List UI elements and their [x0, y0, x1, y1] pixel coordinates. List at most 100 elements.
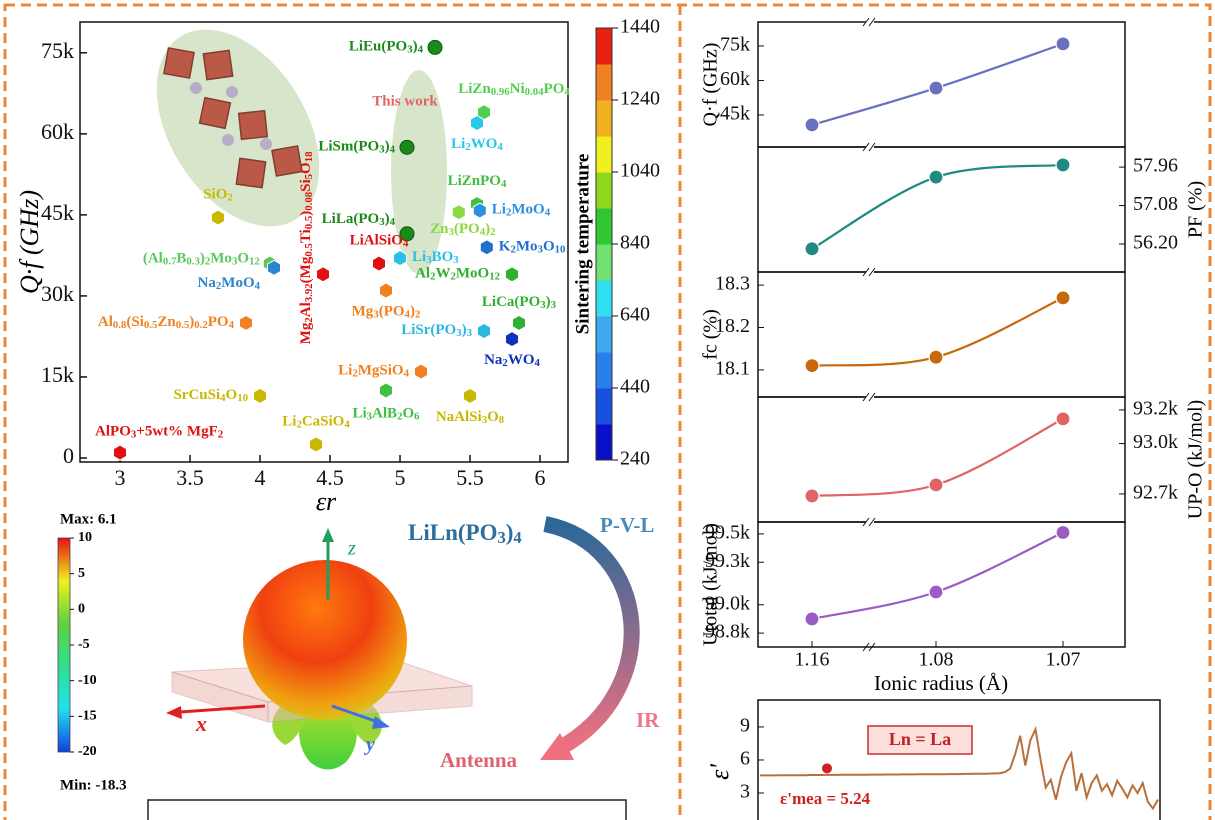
x-tick-label: 6 [535, 465, 546, 490]
x-tick-label: 1.07 [1046, 649, 1081, 671]
colorbar-band [596, 352, 612, 389]
point-label: Na2WO4 [484, 353, 540, 369]
point [506, 332, 519, 347]
point-label: Mg2Al3.92(Mg0.5Ti0.5)0.08Si5O18 [298, 151, 314, 344]
colorbar-tick-label: 10 [78, 530, 92, 545]
y-axis-label: ε' [705, 764, 734, 780]
y-tick-label: 6 [740, 748, 750, 770]
point [1056, 291, 1070, 305]
y-tick-label: 30k [41, 281, 74, 306]
y-tick-label: 93.2k [1133, 398, 1178, 420]
panel-frame [758, 272, 1125, 397]
colorbar-tick-label: -15 [78, 709, 97, 724]
y-tick-label: 57.96 [1133, 155, 1178, 177]
colorbar-band [596, 424, 612, 461]
colorbar-tick-label: 440 [620, 376, 650, 398]
y-tick-label: 57.08 [1133, 193, 1178, 215]
point-label: Li2WO4 [451, 136, 503, 152]
point [114, 445, 127, 460]
colorbar-tick-label: 1040 [620, 160, 660, 182]
point [317, 267, 330, 282]
line [812, 532, 1063, 618]
point-label: Li2MgSiO4 [338, 363, 409, 379]
point [415, 364, 428, 379]
y-tick-label: 45k [41, 200, 74, 225]
colorbar-label: Sintering temperature [572, 154, 593, 335]
point-label: Al2W2MoO12 [415, 266, 500, 282]
y-tick-label: 0 [63, 443, 74, 468]
point-label: AlPO3+5wt% MgF2 [95, 424, 223, 440]
y-axis-label: fc (%) [700, 309, 722, 360]
series-annotation: This work [372, 93, 438, 109]
colorbar-band [596, 208, 612, 245]
point [471, 116, 484, 131]
colorbar-tick-label: -20 [78, 744, 97, 759]
x-tick-label: 1.16 [795, 649, 830, 671]
point-label: LiZn0.96Ni0.04PO4 [458, 82, 570, 98]
colorbar [58, 538, 70, 752]
colorbar-band [596, 316, 612, 353]
y-tick-label: 18.3 [715, 273, 750, 295]
point [929, 585, 943, 599]
axis-y: y [364, 734, 375, 756]
point-label: LiZnPO4 [448, 174, 507, 190]
axis-z: z [347, 538, 356, 560]
y-axis-label: PF (%) [1185, 181, 1207, 238]
point-label: LiEu(PO3)4 [349, 39, 424, 55]
colorbar-band [596, 244, 612, 281]
y-tick-label: 60k [720, 68, 750, 90]
y-tick-label: 92.7k [1133, 482, 1178, 504]
point-label: LiSr(PO3)3 [401, 322, 472, 338]
x-tick-label: 1.08 [919, 649, 954, 671]
measured-point [822, 763, 832, 773]
point [212, 210, 225, 225]
colorbar-band [596, 100, 612, 137]
point [805, 359, 819, 373]
target-label: Antenna [440, 748, 518, 772]
point-label: Al0.8(Si0.5Zn0.5)0.2PO4 [98, 314, 235, 330]
point-label: Zn3(PO4)2 [430, 222, 495, 238]
colorbar-tick-label: 5 [78, 566, 85, 581]
point [473, 203, 486, 218]
colorbar-tick-label: -5 [78, 637, 90, 652]
x-tick-label: 5.5 [456, 465, 484, 490]
route-label: IR [636, 708, 660, 732]
point [929, 81, 943, 95]
x-tick-label: 5 [395, 465, 406, 490]
y-tick-label: 18.1 [715, 357, 750, 379]
point [254, 388, 267, 403]
empty-box [148, 800, 626, 820]
colorbar-tick-label: -10 [78, 673, 97, 688]
colorbar-tick-label: 640 [620, 304, 650, 326]
y-tick-label: 56.20 [1133, 232, 1178, 254]
point [373, 256, 386, 271]
point [513, 315, 526, 330]
point-label: K2Mo3O10 [499, 239, 566, 255]
point [1056, 525, 1070, 539]
point-label: Li3BO3 [412, 250, 459, 266]
point [380, 383, 393, 398]
point-label: Na2MoO4 [198, 275, 261, 291]
figure: z x y LiLn(PO3)4 P-V-L IR Antenna Max: 6… [0, 0, 1215, 820]
measured-label: ε'mea = 5.24 [780, 789, 871, 808]
point [478, 324, 491, 339]
point-label: LiCa(PO3)3 [482, 294, 557, 310]
point [929, 350, 943, 364]
point [400, 140, 414, 154]
x-axis-label: εr [316, 487, 337, 516]
point-label: Li2MoO4 [492, 202, 551, 218]
x-tick-label: 3.5 [176, 465, 204, 490]
point-label: Li2CaSiO4 [282, 414, 350, 430]
point-label: LiLa(PO3)4 [322, 211, 396, 227]
point [1056, 37, 1070, 51]
point [380, 283, 393, 298]
colorbar-tick-label: 1240 [620, 88, 660, 110]
x-tick-label: 3 [115, 465, 126, 490]
point [805, 118, 819, 132]
point [480, 240, 493, 255]
point [805, 242, 819, 256]
y-tick-label: 75k [720, 34, 750, 56]
y-tick-label: 60k [41, 119, 74, 144]
cb-min: Min: -18.3 [60, 777, 127, 793]
axis-x: x [195, 711, 207, 736]
